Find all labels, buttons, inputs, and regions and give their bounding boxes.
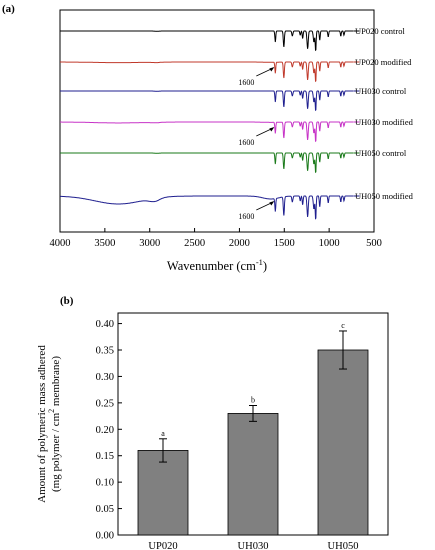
ftir-x-tick-label: 1500 [274, 238, 295, 249]
bar-category-label: UH030 [238, 541, 269, 550]
ftir-series-label: UH030 control [355, 86, 407, 96]
ftir-series-label: UP020 control [355, 26, 405, 36]
ftir-x-axis-title-end: ) [263, 259, 267, 273]
ftir-series-line [60, 61, 354, 83]
ftir-series-label: UH030 modified [355, 117, 414, 127]
ftir-annotation-label: 1600 [238, 212, 254, 221]
ftir-x-ticks: 4000 3500 3000 2500 2000 1500 1000 500 [50, 228, 382, 249]
bar-y-tick-label: 0.20 [96, 425, 114, 436]
ftir-spectra-chart: 4000 3500 3000 2500 2000 1500 1000 500 UP020 co… [50, 9, 414, 273]
bar-y-tick-label: 0.40 [96, 319, 114, 330]
ftir-series-label: UH050 modified [355, 191, 414, 201]
panel-b-label: (b) [60, 295, 74, 307]
bar-y-axis-title-line2: (mg polymer / cm2 membrane) [47, 356, 62, 492]
ftir-x-tick-label: 3000 [139, 238, 160, 249]
ftir-series-line [60, 30, 354, 52]
bar-mark [137, 450, 189, 536]
bar-y-tick-label: 0.05 [96, 504, 114, 515]
bar-y-tick-label: 0.35 [96, 346, 114, 357]
ftir-plot-frame [59, 9, 375, 233]
bar-category-label: UH050 [328, 541, 359, 550]
ftir-series-label: UH050 control [355, 148, 407, 158]
ftir-x-tick-label: 3500 [94, 238, 115, 249]
ftir-annotation-label: 1600 [238, 138, 254, 147]
bar-y-tick-label: 0.00 [96, 531, 114, 542]
bar-mark [227, 413, 279, 536]
ftir-x-tick-label: 2500 [184, 238, 205, 249]
ftir-annotation-arrowhead [269, 67, 275, 72]
panel-a-label: (a) [2, 3, 15, 15]
adhered-mass-bar-chart: 0.00 0.05 0.10 0.15 0.20 0.25 0.30 0.35 0.40 a UP… [36, 312, 389, 550]
bar-y-axis-title-line1: Amount of polymeric mass adhered [36, 345, 48, 503]
bar-y-axis-title-line2-b: membrane) [50, 356, 62, 409]
ftir-x-axis-title-main: Wavenumber (cm [167, 259, 256, 273]
ftir-x-axis-title: Wavenumber (cm-1) [167, 257, 267, 273]
bar-y-tick-label: 0.25 [96, 398, 114, 409]
ftir-annotation-arrowhead [269, 127, 275, 132]
bar-y-axis-title: Amount of polymeric mass adhered (mg pol… [36, 345, 62, 503]
bar-y-tick-label: 0.15 [96, 451, 114, 462]
ftir-series-line [60, 152, 354, 174]
ftir-series-group: UP020 control UP020 modified 1600 UH030 con… [60, 26, 414, 221]
ftir-x-tick-label: 2000 [229, 238, 250, 249]
bar-y-axis-title-line2-a: (mg polymer / cm [50, 412, 62, 492]
ftir-series-line [60, 121, 354, 143]
bar-significance-label: c [341, 321, 345, 330]
bar-significance-label: b [251, 396, 255, 405]
bar-y-tick-label: 0.10 [96, 478, 114, 489]
bar-category-label: UP020 [148, 541, 177, 550]
ftir-series-line [60, 195, 354, 220]
ftir-annotation-arrowhead [269, 201, 275, 206]
bar-y-ticks: 0.00 0.05 0.10 0.15 0.20 0.25 0.30 0.35 0.40 [96, 319, 122, 542]
ftir-x-axis-title-sup: -1 [256, 257, 263, 267]
bar-y-tick-label: 0.30 [96, 372, 114, 383]
ftir-series-label: UP020 modified [355, 57, 412, 67]
ftir-x-tick-label: 1000 [319, 238, 340, 249]
bar-y-axis-title-line2-sup: 2 [47, 409, 56, 413]
bar-significance-label: a [161, 429, 165, 438]
ftir-x-tick-label: 4000 [50, 238, 71, 249]
bar-mark [317, 349, 369, 536]
ftir-x-tick-label: 500 [366, 238, 382, 249]
ftir-series-line [60, 90, 354, 112]
bar-marks-group: a UP020 b UH030 c UH050 [137, 321, 369, 550]
ftir-annotation-label: 1600 [238, 78, 254, 87]
